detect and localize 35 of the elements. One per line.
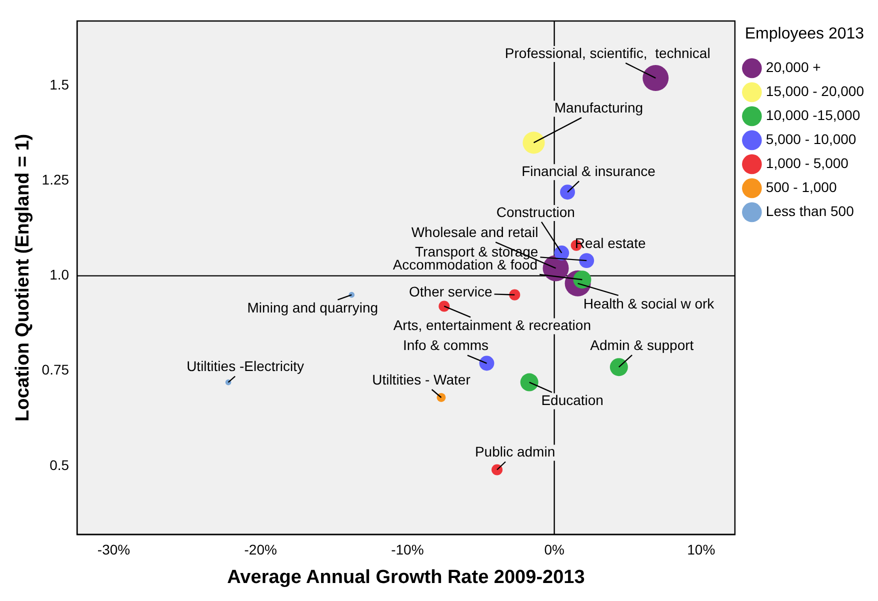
y-tick-label: 1.0 — [50, 266, 70, 283]
y-axis-title: Location Quotient (England = 1) — [12, 134, 34, 422]
y-tick-label: 0.75 — [42, 362, 70, 378]
annotation: Manufacturing — [554, 100, 644, 116]
legend-label: 15,000 - 20,000 — [766, 83, 864, 100]
annotation: Admin & support — [590, 336, 694, 353]
annotation: Arts, entertainment & recreation — [393, 317, 591, 334]
legend-label: 5,000 - 10,000 — [766, 131, 856, 148]
annotation: Utiltities - Water — [372, 371, 471, 388]
x-tick-label: -30% — [97, 542, 130, 558]
y-tick-label: 1.25 — [42, 172, 70, 188]
legend-label: Less than 500 — [766, 203, 854, 220]
annotation: Financial & insurance — [522, 162, 656, 179]
legend-title: Employees 2013 — [744, 25, 864, 42]
y-tick-label: 0.5 — [50, 456, 70, 473]
x-axis-title: Average Annual Growth Rate 2009-2013 — [227, 566, 585, 588]
annotation: Utiltities -Electricity — [186, 358, 304, 374]
legend-label: 10,000 -15,000 — [766, 107, 860, 124]
x-tick-label: -20% — [244, 542, 277, 558]
annotation: Mining and quarrying — [247, 300, 378, 316]
y-tick-label: 1.5 — [50, 76, 70, 93]
x-tick-label: -10% — [391, 542, 424, 558]
annotation: Wholesale and retail — [411, 224, 538, 240]
legend-label: 500 - 1,000 — [766, 179, 837, 196]
x-tick-label: 0% — [544, 542, 564, 558]
annotation: Health & social w ork — [583, 295, 716, 312]
annotation: Other service — [409, 284, 492, 300]
annotation: Public admin — [474, 444, 556, 460]
annotation: Professional, scientific, technical — [504, 44, 710, 61]
annotation: Info & comms — [402, 337, 489, 354]
legend-label: 1,000 - 5,000 — [766, 155, 849, 172]
legend-label: 20,000 + — [766, 59, 821, 76]
annotation: Education — [541, 392, 604, 408]
annotation: Construction — [496, 204, 575, 220]
x-tick-label: 10% — [687, 542, 716, 558]
